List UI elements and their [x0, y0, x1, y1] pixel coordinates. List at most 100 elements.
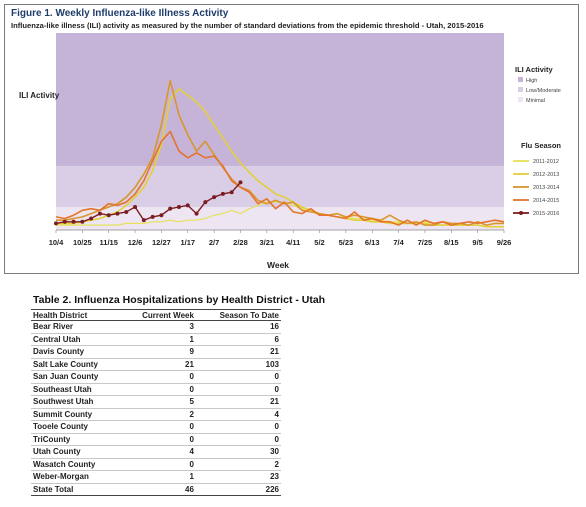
series-point-2015-2016	[62, 219, 67, 224]
district-cell: Central Utah	[31, 333, 121, 346]
series-point-2015-2016	[212, 195, 217, 200]
series-line-2013-2014	[56, 79, 504, 226]
activity-legend-label: High	[526, 78, 537, 84]
x-tick-label: 4/11	[286, 238, 300, 247]
total-label-cell: State Total	[31, 482, 121, 496]
band-minimal	[56, 207, 504, 230]
activity-legend-swatch	[518, 77, 523, 82]
season-legend-label: 2011-2012	[533, 159, 559, 165]
x-tick-label: 2/28	[233, 238, 248, 247]
season-to-date-cell: 0	[195, 433, 281, 446]
x-tick-label: 7/25	[418, 238, 433, 247]
series-point-2015-2016	[54, 221, 58, 226]
district-cell: Tooele County	[31, 420, 121, 434]
current-week-cell: 5	[121, 395, 196, 409]
x-tick-label: 5/23	[339, 238, 354, 247]
season-to-date-cell: 103	[195, 358, 281, 371]
current-week-cell: 0	[121, 458, 196, 471]
activity-bands	[56, 33, 504, 230]
current-week-cell: 1	[121, 470, 196, 484]
current-week-cell: 4	[121, 445, 196, 459]
x-tick-label: 3/21	[260, 238, 275, 247]
season-to-date-cell: 6	[195, 333, 281, 346]
series-point-2015-2016	[80, 219, 85, 224]
series-point-2015-2016	[194, 211, 199, 216]
district-cell: Southeast Utah	[31, 383, 121, 396]
figure-subtitle: Influenza-like illness (ILI) activity as…	[11, 21, 484, 30]
series-point-2015-2016	[185, 203, 190, 208]
x-tick-label: 9/5	[472, 238, 482, 247]
table-row: Salt Lake County 21 103	[31, 358, 281, 371]
y-axis-label: ILI Activity	[19, 91, 60, 100]
x-axis-label: Week	[267, 260, 289, 270]
district-cell: Southwest Utah	[31, 395, 121, 409]
season-to-date-cell: 30	[195, 445, 281, 459]
series-point-2015-2016	[89, 216, 94, 221]
series-point-2015-2016	[106, 213, 111, 218]
season-to-date-cell: 21	[195, 345, 281, 359]
total-current-week-cell: 46	[121, 482, 196, 496]
x-tick-label: 10/25	[73, 238, 92, 247]
series-line-2015-2016	[55, 181, 242, 225]
series-point-2015-2016	[97, 211, 102, 216]
season-to-date-cell: 23	[195, 470, 281, 484]
current-week-cell: 1	[121, 333, 196, 346]
table-row: Utah County 4 30	[31, 445, 281, 459]
column-header-district: Health District	[31, 309, 121, 321]
current-week-cell: 0	[121, 420, 196, 434]
x-tick-label: 2/7	[209, 238, 219, 247]
x-tick-label: 5/2	[314, 238, 324, 247]
current-week-cell: 2	[121, 408, 196, 421]
series-point-2015-2016	[176, 205, 181, 210]
district-cell: Davis County	[31, 345, 121, 359]
chart-legend: ILI Activity High Low/Moderate Minimal Flu S…	[513, 65, 561, 217]
current-week-cell: 9	[121, 345, 196, 359]
district-cell: Wasatch County	[31, 458, 121, 471]
total-season-to-date-cell: 226	[195, 482, 281, 496]
series-point-2015-2016	[133, 205, 138, 210]
table-row: Davis County 9 21	[31, 345, 281, 359]
chart-series	[54, 79, 505, 228]
chart-axes	[55, 229, 505, 233]
season-to-date-cell: 2	[195, 458, 281, 471]
season-to-date-cell: 0	[195, 370, 281, 384]
series-point-2015-2016	[220, 191, 225, 196]
series-point-2015-2016	[168, 206, 173, 211]
figure-title: Figure 1. Weekly Influenza-like Illness …	[11, 8, 229, 19]
table-body: Bear River 3 16 Central Utah 1 6 Davis County 9…	[31, 320, 281, 496]
season-legend-marker	[519, 211, 523, 215]
season-legend-label: 2012-2013	[533, 172, 559, 178]
band-low-moderate	[56, 165, 504, 208]
series-point-2015-2016	[203, 200, 208, 205]
season-to-date-cell: 21	[195, 395, 281, 409]
series-point-2015-2016	[238, 180, 243, 185]
column-header-season-to-date: Season To Date	[195, 309, 281, 321]
x-tick-label: 12/6	[128, 238, 143, 247]
activity-legend-swatch	[518, 87, 523, 92]
season-legend-label: 2015-2016	[533, 211, 559, 217]
band-high	[56, 33, 504, 166]
series-point-2015-2016	[71, 219, 76, 224]
district-cell: San Juan County	[31, 370, 121, 384]
table-row: Southwest Utah 5 21	[31, 395, 281, 409]
series-point-2015-2016	[159, 213, 164, 218]
x-tick-label: 9/26	[497, 238, 512, 247]
district-cell: Weber-Morgan	[31, 470, 121, 484]
table-row: Wasatch County 0 2	[31, 458, 281, 471]
season-legend-label: 2013-2014	[533, 185, 559, 191]
x-tick-label: 6/13	[365, 238, 380, 247]
series-point-2015-2016	[150, 214, 155, 219]
district-cell: Summit County	[31, 408, 121, 421]
figure-panel: Figure 1. Weekly Influenza-like Illness …	[4, 4, 579, 274]
table-row: Tooele County 0 0	[31, 420, 281, 434]
current-week-cell: 3	[121, 320, 196, 334]
activity-legend-label: Minimal	[526, 98, 545, 104]
x-tick-label: 7/4	[393, 238, 404, 247]
current-week-cell: 0	[121, 383, 196, 396]
season-legend-title: Flu Season	[521, 141, 561, 150]
table-row: San Juan County 0 0	[31, 370, 281, 384]
ili-line-chart: ILI Activity High Low/Moderate Minimal Flu S…	[19, 33, 561, 270]
district-cell: Salt Lake County	[31, 358, 121, 371]
series-point-2015-2016	[229, 190, 234, 195]
x-tick-label: 10/4	[49, 238, 64, 247]
